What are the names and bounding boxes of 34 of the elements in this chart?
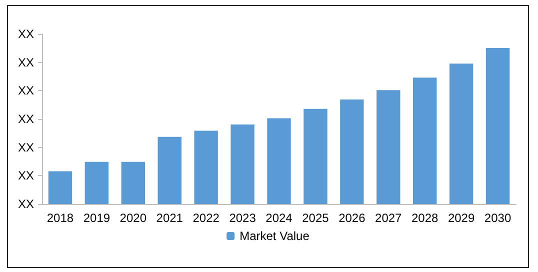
bar <box>267 118 291 204</box>
bar <box>449 64 474 204</box>
x-tick-label: 2026 <box>338 211 366 225</box>
bar <box>412 78 437 204</box>
bar <box>48 171 72 204</box>
bar <box>230 124 254 204</box>
text: XX <box>18 27 34 41</box>
x-tick-label: 2029 <box>448 211 475 225</box>
x-tick-label: 2025 <box>302 211 330 225</box>
x-tick-label: 2023 <box>229 211 256 225</box>
bar <box>486 48 510 204</box>
text: XX <box>18 84 34 98</box>
legend-label: Market Value <box>240 229 310 243</box>
x-tick-label: 2028 <box>411 211 439 225</box>
bar <box>340 100 364 204</box>
bar <box>158 136 182 204</box>
text: XX <box>18 55 34 70</box>
text: XX <box>18 168 34 183</box>
text: XX <box>18 140 34 154</box>
bar <box>121 162 146 204</box>
bar <box>376 90 400 204</box>
x-tick-label: 2022 <box>192 211 220 225</box>
bar <box>304 108 328 204</box>
text: XX <box>18 112 34 126</box>
bar <box>194 130 218 204</box>
x-tick-label: 2018 <box>46 211 74 225</box>
x-tick-label: 2024 <box>266 211 293 225</box>
text: XX <box>18 197 34 211</box>
x-tick-label: 2021 <box>156 211 184 225</box>
bar <box>84 162 109 204</box>
x-tick-label: 2030 <box>484 211 512 225</box>
x-tick-label: 2020 <box>120 211 147 225</box>
x-tick-label: 2027 <box>375 211 402 225</box>
x-tick-label: 2019 <box>83 211 110 225</box>
